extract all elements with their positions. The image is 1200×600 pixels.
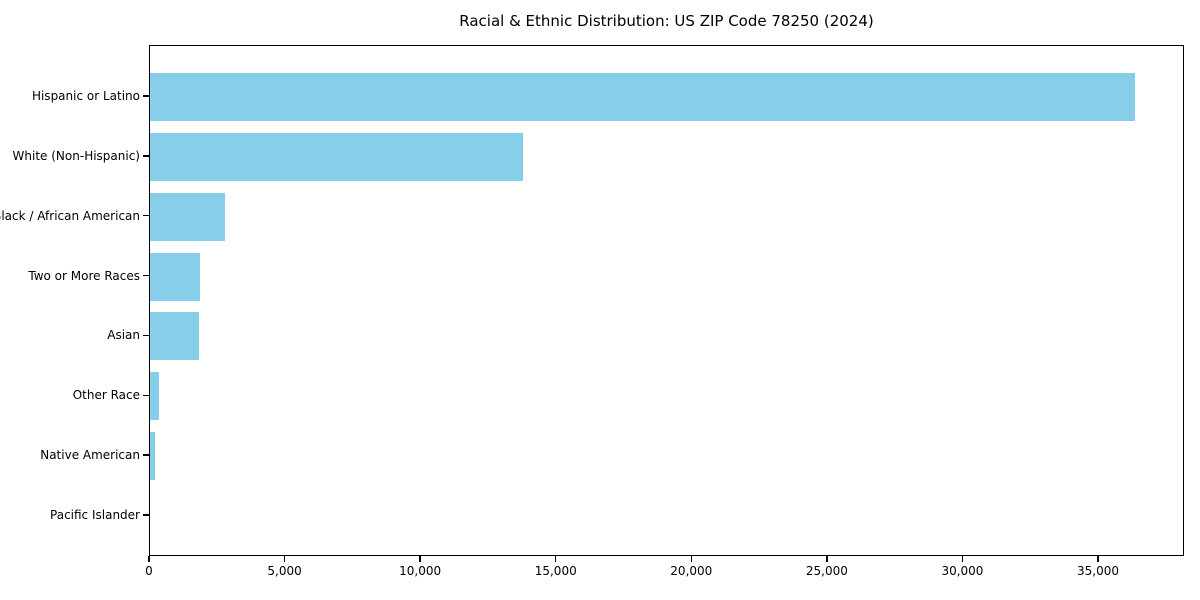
x-tick xyxy=(1097,556,1099,562)
y-tick-label: Pacific Islander xyxy=(50,507,140,522)
chart-title: Racial & Ethnic Distribution: US ZIP Cod… xyxy=(459,12,874,30)
y-tick xyxy=(143,214,149,217)
y-tick-label: Black / African American xyxy=(0,208,140,223)
y-tick xyxy=(143,95,149,97)
x-tick-label: 20,000 xyxy=(670,564,713,578)
x-tick xyxy=(283,556,286,562)
y-tick xyxy=(143,334,149,337)
bar-white-non-hispanic xyxy=(150,132,524,181)
y-tick xyxy=(143,394,149,397)
bar-two-or-more-races xyxy=(150,252,201,301)
y-tick-label: White (Non-Hispanic) xyxy=(12,148,140,163)
y-tick-label: Two or More Races xyxy=(28,268,140,283)
y-tick xyxy=(143,274,149,277)
bar-hispanic-or-latino xyxy=(150,73,1136,121)
y-tick-label: Asian xyxy=(107,328,140,343)
x-tick xyxy=(148,556,150,562)
bar-asian xyxy=(150,312,199,361)
x-tick xyxy=(419,556,421,562)
x-tick xyxy=(554,556,557,562)
y-tick-label: Other Race xyxy=(72,388,140,403)
x-tick-label: 30,000 xyxy=(941,564,984,578)
x-tick xyxy=(690,556,693,562)
bar-other-race xyxy=(150,372,160,421)
bar-black-african-american xyxy=(150,192,225,241)
bar-native-american xyxy=(150,432,156,481)
x-tick xyxy=(826,556,828,562)
x-tick-label: 10,000 xyxy=(399,564,442,578)
y-tick xyxy=(143,514,149,516)
x-tick-label: 25,000 xyxy=(805,564,848,578)
x-tick-label: 15,000 xyxy=(534,564,577,578)
x-tick-label: 5,000 xyxy=(267,564,302,578)
plot-area xyxy=(149,45,1184,556)
y-tick xyxy=(143,454,149,456)
y-tick-label: Native American xyxy=(40,448,140,463)
y-tick-label: Hispanic or Latino xyxy=(31,89,140,103)
x-tick xyxy=(961,556,964,562)
x-tick-label: 0 xyxy=(145,564,153,578)
y-tick xyxy=(143,155,149,157)
x-tick-label: 35,000 xyxy=(1077,564,1120,578)
